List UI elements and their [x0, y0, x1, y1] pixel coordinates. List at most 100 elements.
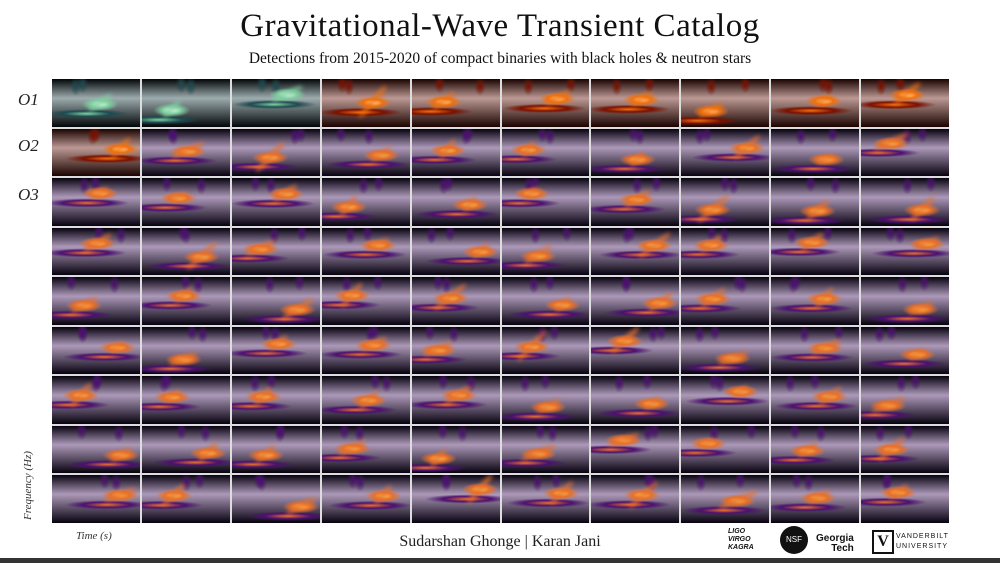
spectrogram-cell: [411, 277, 500, 325]
spectrogram-cell: [52, 128, 140, 177]
chirp-signal: [428, 447, 448, 468]
spectrogram-cell: [501, 178, 590, 226]
chirp-signal: [913, 235, 941, 251]
spectrogram-cell: [861, 326, 949, 375]
chirp-signal: [422, 340, 454, 359]
chirp-signal: [168, 350, 199, 367]
chirp-signal: [109, 445, 133, 464]
chirp-signal: [338, 194, 359, 217]
spectrogram-cell: [52, 79, 140, 127]
spectrogram-cell: [591, 475, 680, 523]
chirp-signal: [437, 138, 458, 160]
chirp-signal: [717, 489, 759, 512]
spectrogram-cell: [501, 326, 590, 375]
spectrogram-cell: [321, 326, 410, 375]
spectrogram-cell: [771, 79, 860, 127]
spectrogram-cell: [141, 178, 230, 226]
spectrogram-cell: [771, 425, 860, 474]
page-subtitle: Detections from 2015-2020 of compact bin…: [248, 50, 752, 67]
spectrogram-cell: [141, 277, 230, 325]
spectrogram-cell: [771, 376, 860, 424]
spectrogram-cell: [591, 227, 680, 276]
spectrogram-cell: [321, 128, 410, 177]
chirp-signal: [642, 395, 662, 411]
chirp-signal: [244, 238, 277, 258]
chirp-signal: [108, 136, 133, 160]
spectrogram-cell: [231, 326, 320, 375]
spectrogram-cell: [681, 277, 770, 325]
spectrogram-cell: [681, 326, 770, 375]
spectrogram-cell: [771, 128, 860, 177]
chirp-signal: [796, 441, 819, 459]
chirp-signal: [102, 485, 138, 504]
spectrogram-cell: [321, 227, 410, 276]
chirp-signal: [816, 385, 843, 407]
chirp-signal: [69, 294, 99, 315]
chirp-signal: [907, 346, 928, 361]
chirp-signal: [636, 230, 672, 259]
chirp-signal: [184, 240, 218, 271]
bottom-bar: [0, 558, 1000, 563]
chirp-signal: [887, 483, 910, 501]
chirp-signal: [908, 195, 936, 223]
chirp-signal: [160, 482, 188, 508]
spectrogram-cell: [231, 79, 320, 127]
chirp-signal: [82, 231, 114, 254]
chirp-signal: [365, 237, 391, 252]
chirp-signal: [805, 488, 831, 506]
chirp-signal: [465, 475, 495, 505]
chirp-signal: [697, 100, 726, 119]
georgia-tech-logo: Georgia Tech: [816, 533, 854, 554]
spectrogram-cell: [231, 376, 320, 424]
ligo-virgo-kagra-logo: LIGO VIRGO KAGRA: [728, 528, 754, 551]
spectrogram-cell: [52, 475, 140, 523]
chirp-signal: [170, 140, 206, 161]
spectrogram-cell: [681, 128, 770, 177]
chirp-signal: [534, 397, 562, 415]
chirp-signal: [108, 339, 127, 354]
chirp-signal: [167, 190, 189, 204]
chirp-signal: [270, 84, 304, 104]
spectrogram-cell: [411, 227, 500, 276]
spectrogram-cell: [681, 425, 770, 474]
spectrogram-cell: [591, 128, 680, 177]
spectrogram-cell: [52, 326, 140, 375]
spectrogram-cell: [52, 227, 140, 276]
chirp-signal: [607, 431, 641, 448]
spectrogram-cell: [141, 227, 230, 276]
chirp-signal: [553, 295, 572, 313]
chirp-signal: [646, 290, 674, 314]
chirp-signal: [267, 334, 290, 352]
spectrogram-cell: [231, 425, 320, 474]
chirp-signal: [698, 234, 724, 255]
chirp-signal: [543, 88, 571, 107]
chirp-signal: [813, 286, 836, 310]
chirp-signal: [892, 81, 923, 107]
spectrogram-cell: [411, 326, 500, 375]
vanderbilt-wordmark: VANDERBILT UNIVERSITY: [896, 533, 949, 550]
run-label-o1: O1: [18, 90, 39, 109]
spectrogram-cell: [501, 277, 590, 325]
spectrogram-cell: [771, 178, 860, 226]
chirp-signal: [629, 89, 655, 108]
spectrogram-cell: [231, 178, 320, 226]
spectrogram-cell: [411, 376, 500, 424]
chirp-signal: [816, 152, 838, 165]
chirp-signal: [515, 329, 549, 363]
chirp-signal: [623, 188, 652, 210]
spectrogram-cell: [411, 79, 500, 127]
chirp-signal: [254, 444, 278, 465]
spectrogram-cell: [591, 376, 680, 424]
spectrogram-cell: [231, 128, 320, 177]
spectrogram-cell: [771, 277, 860, 325]
chirp-signal: [252, 385, 274, 407]
vanderbilt-logo: V: [872, 530, 894, 554]
chirp-signal: [548, 479, 575, 506]
chirp-signal: [432, 282, 468, 312]
chirp-signal: [609, 326, 642, 356]
chirp-signal: [253, 140, 287, 173]
chirp-signal: [68, 381, 93, 408]
spectrogram-cell: [501, 128, 590, 177]
chirp-signal: [161, 98, 183, 120]
spectrogram-cell: [141, 475, 230, 523]
